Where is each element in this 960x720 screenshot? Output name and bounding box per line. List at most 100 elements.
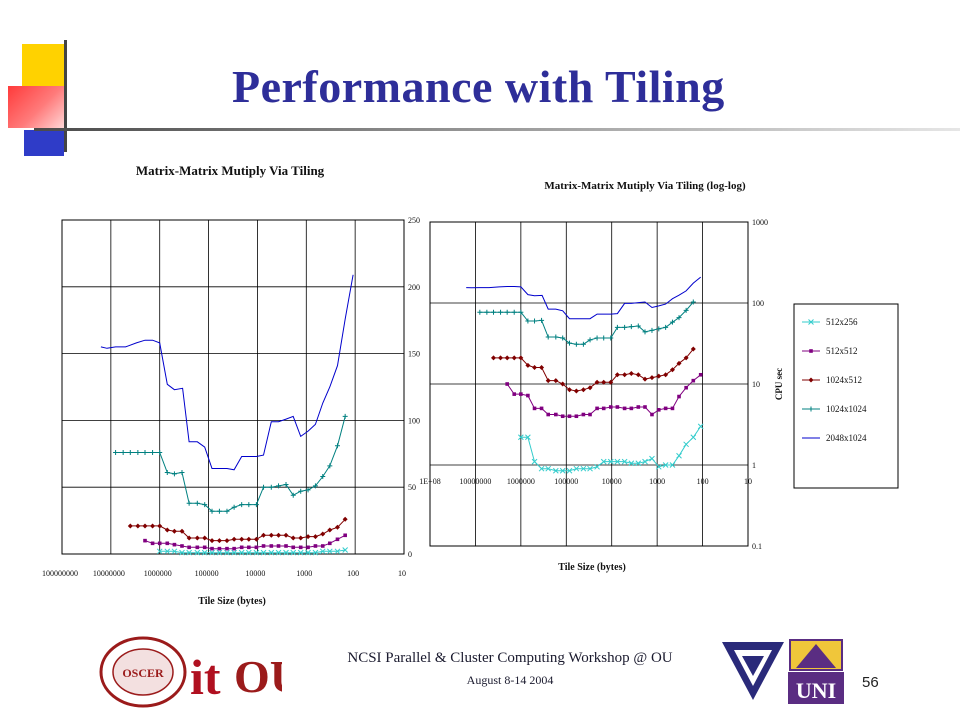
svg-text:it: it [190, 649, 221, 705]
data-point-512x512 [622, 406, 627, 411]
data-point-512x512 [343, 533, 347, 538]
it-logo: it [190, 649, 221, 705]
data-point-512x512 [684, 385, 688, 390]
data-point-512x256 [319, 548, 326, 555]
data-point-1024x512 [283, 532, 289, 538]
legend-marker [808, 319, 814, 325]
data-point-1024x512 [305, 534, 311, 540]
data-point-512x512 [306, 545, 310, 550]
data-point-512x512 [526, 393, 530, 398]
data-point-1024x512 [560, 381, 566, 387]
data-point-1024x1024 [239, 502, 245, 508]
data-point-512x512 [195, 545, 200, 550]
data-point-1024x512 [194, 535, 200, 541]
data-point-1024x1024 [246, 502, 252, 508]
data-point-1024x512 [298, 535, 304, 541]
data-point-512x256 [171, 548, 178, 555]
legend-marker [808, 377, 814, 383]
x-tick-label: 10 [744, 477, 752, 486]
x-tick-label: 100000 [554, 477, 578, 486]
data-point-1024x512 [622, 372, 628, 378]
data-point-1024x512 [320, 531, 326, 537]
data-point-512x512 [574, 414, 579, 419]
data-point-1024x512 [504, 355, 510, 361]
data-point-1024x1024 [327, 463, 333, 469]
data-point-512x512 [636, 405, 641, 409]
data-point-1024x512 [224, 538, 230, 544]
data-point-512x256 [518, 434, 524, 441]
y-tick-label: 1 [752, 461, 756, 470]
data-point-1024x1024 [622, 324, 628, 330]
data-point-1024x1024 [312, 483, 318, 489]
data-point-512x256 [194, 549, 201, 556]
data-point-1024x1024 [553, 334, 559, 340]
data-point-512x256 [676, 452, 682, 459]
data-point-512x256 [209, 549, 215, 556]
data-point-512x256 [635, 460, 642, 467]
data-point-512x256 [662, 462, 669, 468]
data-point-512x512 [239, 545, 244, 550]
data-point-512x256 [587, 465, 593, 472]
data-point-1024x1024 [580, 341, 586, 347]
data-point-1024x1024 [525, 318, 531, 324]
data-point-512x512 [512, 392, 517, 396]
data-point-512x512 [320, 544, 325, 548]
data-point-512x512 [601, 406, 606, 411]
data-point-1024x1024 [209, 508, 215, 514]
data-point-1024x512 [246, 536, 252, 542]
data-point-512x256 [260, 549, 267, 556]
plot-area [61, 219, 405, 555]
data-point-1024x512 [150, 523, 156, 529]
data-point-1024x512 [566, 387, 572, 393]
data-point-1024x1024 [342, 413, 348, 419]
data-point-1024x1024 [532, 318, 538, 324]
x-tick-label: 1E+08 [419, 477, 440, 486]
decor-yellow-square [22, 44, 66, 88]
data-point-1024x512 [312, 534, 318, 540]
data-point-1024x1024 [628, 324, 634, 330]
data-point-512x512 [328, 541, 332, 546]
y-tick-label: 50 [408, 483, 416, 492]
data-point-512x256 [238, 549, 245, 556]
title-underline [34, 128, 960, 131]
data-point-512x256 [297, 549, 304, 556]
data-point-1024x512 [642, 376, 648, 382]
legend-label: 1024x512 [826, 375, 862, 385]
data-point-512x256 [621, 458, 628, 465]
legend-box [793, 303, 899, 489]
data-point-512x256 [156, 548, 163, 555]
data-point-1024x512 [202, 535, 208, 541]
data-point-512x256 [326, 548, 333, 555]
data-point-512x512 [539, 406, 544, 411]
y-tick-label: 10 [752, 380, 760, 389]
data-point-1024x512 [186, 535, 192, 541]
data-point-1024x1024 [498, 309, 504, 315]
series-line-1024x1024 [479, 301, 694, 345]
data-point-1024x1024 [683, 307, 689, 313]
data-point-512x512 [247, 545, 251, 550]
x-tick-label: 10000000 [459, 477, 491, 486]
data-point-512x512 [567, 414, 572, 419]
data-point-512x512 [505, 382, 509, 386]
data-point-1024x512 [171, 528, 177, 534]
data-point-1024x512 [276, 532, 282, 538]
data-point-1024x512 [216, 538, 222, 544]
data-point-1024x1024 [511, 309, 517, 315]
data-point-512x256 [655, 463, 662, 470]
data-point-1024x512 [518, 355, 524, 361]
x-axis-label: Tile Size (bytes) [558, 562, 626, 573]
data-point-512x256 [224, 549, 230, 556]
data-point-1024x512 [539, 364, 545, 370]
x-axis-label: Tile Size (bytes) [198, 596, 266, 607]
ou-logo: OU [234, 651, 282, 702]
data-point-1024x512 [573, 388, 579, 394]
x-tick-label: 10 [398, 569, 406, 578]
data-point-512x256 [594, 463, 600, 470]
legend-label: 2048x1024 [826, 433, 867, 443]
data-point-512x512 [595, 406, 599, 411]
data-point-1024x1024 [305, 487, 311, 493]
data-point-512x256 [283, 549, 289, 556]
data-point-512x256 [552, 467, 559, 474]
data-point-1024x512 [268, 532, 274, 538]
